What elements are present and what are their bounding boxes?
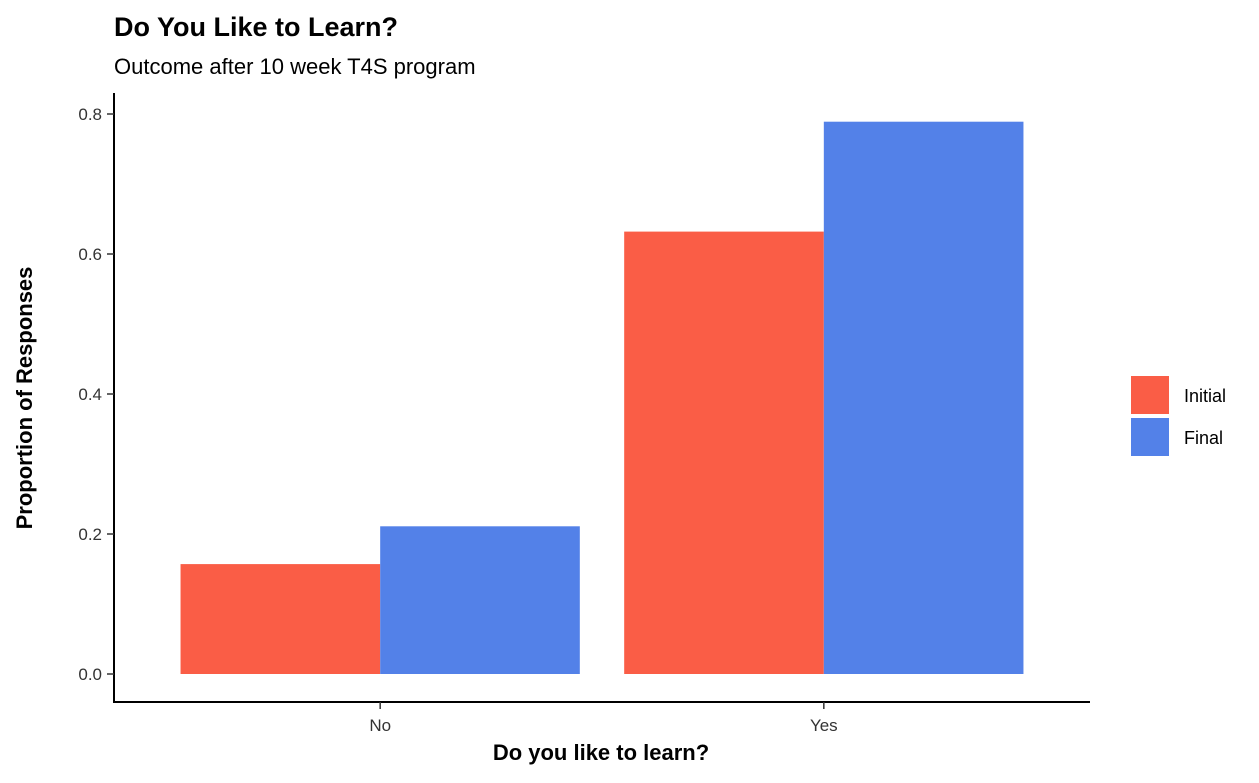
bar-no-initial: [180, 564, 381, 674]
x-tick-label: No: [369, 716, 391, 735]
legend-label-final: Final: [1184, 428, 1223, 448]
bars-group: [180, 121, 1024, 674]
y-tick-label: 0.6: [78, 245, 102, 264]
bar-no-final: [380, 526, 580, 674]
legend-key-initial: [1131, 376, 1169, 414]
bar-yes-final: [823, 121, 1024, 674]
legend: Initial Final: [1131, 376, 1226, 456]
x-ticks-group: No Yes: [369, 702, 838, 735]
legend-label-initial: Initial: [1184, 386, 1226, 406]
y-tick-label: 0.2: [78, 525, 102, 544]
y-tick-label: 0.0: [78, 665, 102, 684]
y-tick-label: 0.8: [78, 105, 102, 124]
y-ticks-group: 0.0 0.2 0.4 0.6 0.8: [78, 105, 114, 684]
y-tick-label: 0.4: [78, 385, 102, 404]
y-axis-title: Proportion of Responses: [12, 267, 37, 530]
x-tick-label: Yes: [810, 716, 838, 735]
x-axis-title: Do you like to learn?: [493, 740, 709, 765]
chart-title: Do You Like to Learn?: [114, 12, 398, 42]
legend-key-final: [1131, 418, 1169, 456]
bar-yes-initial: [624, 231, 824, 674]
chart-subtitle: Outcome after 10 week T4S program: [114, 54, 476, 79]
